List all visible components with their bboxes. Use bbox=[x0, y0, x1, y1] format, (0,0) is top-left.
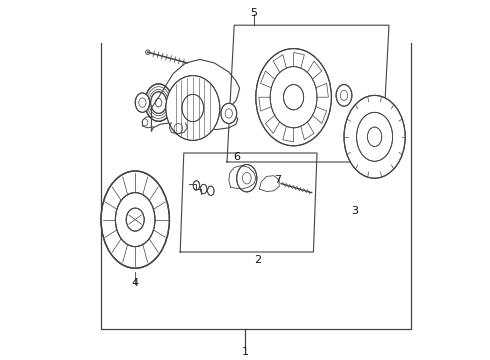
Ellipse shape bbox=[237, 165, 257, 192]
Ellipse shape bbox=[336, 85, 352, 106]
Text: 2: 2 bbox=[254, 255, 261, 265]
Ellipse shape bbox=[166, 76, 220, 140]
Ellipse shape bbox=[284, 85, 304, 110]
Text: 3: 3 bbox=[351, 206, 358, 216]
Ellipse shape bbox=[357, 112, 392, 161]
Ellipse shape bbox=[101, 171, 170, 268]
Ellipse shape bbox=[145, 84, 172, 121]
Ellipse shape bbox=[200, 184, 207, 194]
Text: 1: 1 bbox=[242, 347, 248, 357]
Ellipse shape bbox=[344, 95, 405, 178]
Ellipse shape bbox=[182, 94, 204, 122]
Ellipse shape bbox=[368, 127, 382, 147]
Ellipse shape bbox=[208, 186, 214, 195]
Ellipse shape bbox=[221, 103, 237, 123]
Ellipse shape bbox=[256, 49, 331, 146]
Ellipse shape bbox=[270, 67, 317, 128]
Ellipse shape bbox=[151, 92, 167, 113]
Ellipse shape bbox=[126, 208, 144, 231]
Ellipse shape bbox=[135, 93, 149, 112]
Text: 5: 5 bbox=[250, 8, 258, 18]
Ellipse shape bbox=[193, 181, 199, 190]
Text: 7: 7 bbox=[274, 175, 282, 185]
Text: 4: 4 bbox=[132, 278, 139, 288]
Ellipse shape bbox=[116, 193, 155, 247]
Text: 6: 6 bbox=[234, 152, 241, 162]
